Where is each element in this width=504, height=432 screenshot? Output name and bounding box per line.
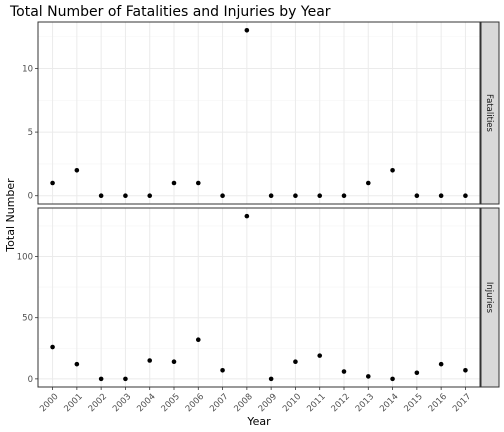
data-point [365,374,371,379]
x-tick-label: 2012 [330,392,352,414]
x-tick-label: 2003 [111,392,133,414]
y-axis-title: Total Number [4,178,17,253]
x-tick-label: 2001 [62,392,84,414]
data-point [74,167,80,173]
x-tick-label: 2005 [160,392,182,414]
data-point [98,376,104,382]
data-point [293,193,298,199]
panel-border [37,21,481,205]
data-point [123,193,128,199]
data-point [171,180,177,186]
data-point [414,193,420,199]
chart-title: Total Number of Fatalities and Injuries … [9,4,331,20]
data-point [438,361,444,367]
data-point [50,180,55,186]
x-tick-label: 2006 [184,392,206,414]
y-tick-label: 0 [28,192,33,202]
data-point [365,180,371,186]
data-point [268,376,274,382]
y-tick-label: 10 [22,64,33,74]
facet-strip [480,207,500,388]
y-tick-label: 50 [22,314,33,324]
data-point [438,193,444,199]
data-point [195,180,201,186]
panel-border [37,207,481,388]
data-point [147,193,153,199]
data-point [195,337,201,343]
x-tick-label: 2010 [281,392,303,414]
data-point [244,213,250,219]
y-tick-label: 0 [28,375,33,385]
data-point [50,344,55,350]
x-axis: 2000 2001 2002 2003 2004 2005 2006 2007 2008 2009… [38,387,473,414]
x-tick-label: 2017 [451,392,473,414]
y-tick-label: 100 [17,253,33,263]
x-tick-label: 2013 [354,392,376,414]
panel-background [38,22,480,204]
data-point [147,358,153,363]
x-tick-label: 2014 [378,392,400,414]
x-tick-label: 2002 [87,392,109,414]
x-tick-label: 2009 [257,392,279,414]
data-point [220,193,225,199]
data-point [390,167,395,173]
data-point [171,359,177,365]
data-point [293,359,298,365]
data-point [463,367,468,373]
data-point [463,193,468,199]
x-tick-label: 2008 [232,392,254,414]
facet-panel-injuries: 0 50 100 Injuries [17,207,500,388]
data-point [414,370,420,376]
x-tick-label: 2011 [305,392,327,414]
data-point [390,376,395,382]
data-point [98,193,104,199]
x-tick-label: 2016 [427,392,449,414]
x-tick-label: 2007 [208,392,230,414]
data-point [268,193,274,199]
data-point [74,361,80,367]
panel-background [38,208,480,387]
x-tick-label: 2015 [402,392,424,414]
data-point [317,193,323,199]
data-point [123,376,128,382]
facet-strip [480,21,500,205]
x-tick-label: 2000 [38,392,60,414]
data-point [317,353,323,358]
data-point [341,193,347,199]
x-tick-label: 2004 [135,392,157,414]
data-point [341,369,347,374]
data-point [220,367,225,373]
data-point [244,27,250,33]
facet-strip-label: Injuries [484,282,494,314]
facet-panel-fatalities: 0 5 10 Fatalities [22,21,500,205]
facet-panels: 0 5 10 Fatalities 0 50 100 Injuries 2000 2001 2002… [17,21,500,414]
x-axis-title: Year [246,415,271,428]
facet-strip-label: Fatalities [484,94,494,133]
y-tick-label: 5 [28,128,33,138]
